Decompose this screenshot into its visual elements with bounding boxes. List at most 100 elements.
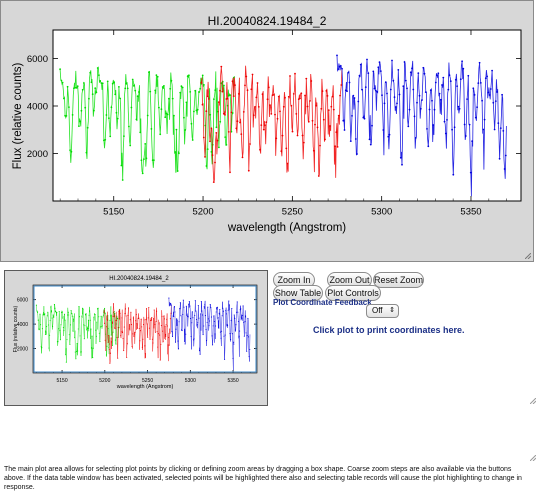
data-point[interactable] (419, 107, 422, 110)
thumbnail-data-point[interactable] (62, 317, 64, 319)
thumbnail-data-point[interactable] (246, 350, 248, 352)
thumbnail-data-point[interactable] (117, 317, 119, 320)
thumbnail-data-point[interactable] (72, 318, 75, 320)
thumbnail-data-point[interactable] (104, 322, 106, 324)
thumbnail-data-point[interactable] (215, 325, 217, 327)
data-point[interactable] (471, 140, 473, 143)
thumbnail-data-point[interactable] (182, 313, 184, 315)
thumbnail-data-point[interactable] (119, 312, 121, 314)
thumbnail-data-point[interactable] (94, 314, 96, 316)
thumbnail-data-point[interactable] (197, 304, 199, 307)
data-point[interactable] (256, 82, 259, 84)
data-point[interactable] (60, 79, 63, 82)
data-point[interactable] (129, 144, 132, 147)
data-point[interactable] (165, 112, 168, 115)
data-point[interactable] (337, 68, 340, 70)
data-point[interactable] (201, 74, 204, 77)
thumbnail-data-point[interactable] (65, 361, 67, 363)
thumbnail-data-point[interactable] (140, 318, 142, 320)
data-point[interactable] (336, 54, 338, 57)
thumbnail-data-point[interactable] (109, 362, 111, 364)
data-point[interactable] (456, 85, 458, 88)
thumbnail-data-point[interactable] (68, 314, 70, 316)
data-point[interactable] (264, 124, 266, 127)
thumbnail-data-point[interactable] (240, 316, 242, 318)
data-point[interactable] (337, 114, 340, 117)
data-point[interactable] (185, 101, 188, 104)
thumbnail-data-point[interactable] (123, 350, 125, 352)
thumbnail-data-point[interactable] (220, 337, 222, 339)
thumbnail-data-point[interactable] (97, 307, 99, 309)
thumbnail-data-point[interactable] (168, 304, 171, 306)
data-point[interactable] (302, 141, 305, 144)
thumbnail-data-point[interactable] (91, 335, 93, 337)
data-point[interactable] (396, 102, 398, 105)
data-point[interactable] (383, 102, 386, 105)
thumbnail-data-point[interactable] (159, 334, 161, 336)
thumbnail-data-point[interactable] (154, 323, 156, 325)
data-point[interactable] (483, 118, 486, 121)
thumbnail-data-point[interactable] (131, 346, 133, 348)
thumbnail-data-point[interactable] (168, 297, 170, 299)
data-point[interactable] (472, 87, 475, 90)
data-point[interactable] (453, 126, 456, 129)
data-point[interactable] (487, 91, 490, 94)
thumbnail-data-point[interactable] (68, 334, 70, 336)
data-point[interactable] (431, 99, 433, 102)
data-point[interactable] (250, 88, 253, 91)
thumbnail-data-point[interactable] (236, 301, 238, 303)
thumbnail-data-point[interactable] (59, 339, 61, 341)
thumbnail-data-point[interactable] (240, 308, 242, 310)
thumbnail-data-point[interactable] (51, 317, 53, 319)
thumbnail-data-point[interactable] (130, 324, 133, 326)
data-point[interactable] (223, 84, 225, 87)
data-point[interactable] (459, 78, 462, 81)
thumbnail-data-point[interactable] (138, 317, 140, 319)
data-point[interactable] (279, 110, 281, 113)
thumbnail-data-point[interactable] (62, 327, 64, 329)
thumbnail-data-point[interactable] (126, 356, 128, 358)
data-point[interactable] (285, 147, 288, 150)
data-point[interactable] (501, 93, 503, 96)
data-point[interactable] (68, 106, 70, 108)
thumbnail-data-point[interactable] (133, 333, 136, 335)
thumbnail-data-point[interactable] (175, 328, 177, 330)
thumbnail-data-point[interactable] (148, 306, 150, 309)
thumbnail-data-point[interactable] (176, 318, 178, 320)
data-point[interactable] (339, 94, 341, 97)
thumbnail-data-point[interactable] (120, 335, 122, 337)
main-plot-panel[interactable]: HI.20040824.19484_2 5150 5200 5250 5300 5350… (0, 0, 534, 262)
thumbnail-data-point[interactable] (156, 331, 158, 333)
thumbnail-data-point[interactable] (67, 312, 69, 314)
thumbnail-data-point[interactable] (111, 344, 113, 346)
thumbnail-data-point[interactable] (147, 336, 149, 338)
data-point[interactable] (444, 132, 447, 135)
data-point[interactable] (276, 117, 279, 120)
thumbnail-data-point[interactable] (231, 333, 233, 335)
thumbnail-data-point[interactable] (104, 307, 106, 309)
thumbnail-data-point[interactable] (53, 316, 55, 318)
data-point[interactable] (458, 107, 461, 110)
thumbnail-data-point[interactable] (177, 348, 180, 350)
thumbnail-data-point[interactable] (186, 314, 188, 316)
data-point[interactable] (140, 159, 143, 162)
data-point[interactable] (401, 163, 403, 166)
thumbnail-data-point[interactable] (136, 327, 139, 329)
data-point[interactable] (153, 159, 155, 162)
thumbnail-data-point[interactable] (46, 326, 48, 328)
thumbnail-data-point[interactable] (228, 304, 230, 306)
thumbnail-data-point[interactable] (201, 314, 204, 316)
data-point[interactable] (277, 95, 280, 98)
thumbnail-data-point[interactable] (149, 338, 151, 340)
thumbnail-data-point[interactable] (216, 307, 218, 309)
data-point[interactable] (206, 95, 209, 98)
data-point[interactable] (191, 139, 194, 141)
thumbnail-data-point[interactable] (244, 316, 247, 318)
thumbnail-data-point[interactable] (71, 315, 73, 317)
data-point[interactable] (98, 74, 100, 77)
data-point[interactable] (81, 88, 84, 91)
data-point[interactable] (398, 93, 401, 96)
thumbnail-data-point[interactable] (242, 314, 244, 316)
data-point[interactable] (149, 90, 152, 93)
data-point[interactable] (121, 179, 124, 181)
